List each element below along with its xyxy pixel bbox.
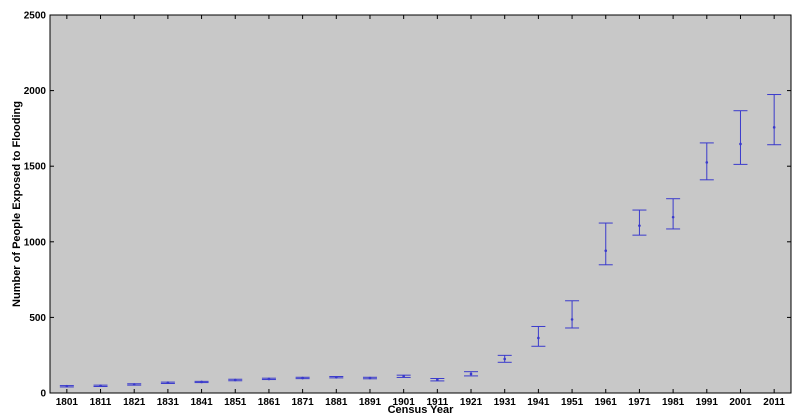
error-bar bbox=[733, 110, 748, 165]
error-bar bbox=[531, 325, 546, 347]
data-point bbox=[301, 376, 304, 380]
data-point bbox=[469, 372, 473, 376]
x-tick-label: 2001 bbox=[729, 397, 752, 408]
x-tick-label: 1891 bbox=[359, 397, 382, 408]
data-point bbox=[368, 376, 372, 380]
x-tick-label: 1861 bbox=[258, 397, 281, 408]
data-point bbox=[705, 161, 709, 164]
plot-area bbox=[49, 14, 792, 394]
y-tick-label: 0 bbox=[40, 389, 46, 400]
x-tick-label: 1821 bbox=[123, 397, 146, 408]
x-tick-label: 1831 bbox=[157, 397, 180, 408]
x-tick-label: 1991 bbox=[696, 397, 719, 408]
data-point bbox=[638, 224, 641, 227]
x-tick-label: 1921 bbox=[460, 397, 483, 408]
data-point bbox=[436, 378, 439, 381]
y-tick-label: 1500 bbox=[24, 162, 47, 173]
error-bar bbox=[666, 198, 681, 230]
x-tick-label: 1871 bbox=[291, 397, 314, 408]
data-point bbox=[671, 215, 675, 219]
x-tick-label: 1931 bbox=[494, 397, 517, 408]
y-tick-label: 1000 bbox=[24, 237, 47, 248]
data-point bbox=[772, 126, 776, 129]
x-tick-label: 1841 bbox=[190, 397, 213, 408]
x-tick-label: 1851 bbox=[224, 397, 247, 408]
x-tick-label: 1951 bbox=[561, 397, 584, 408]
data-point bbox=[166, 381, 170, 385]
error-bar bbox=[598, 222, 613, 266]
y-tick-label: 2500 bbox=[24, 11, 47, 22]
data-point bbox=[132, 383, 136, 386]
x-tick-label: 1981 bbox=[662, 397, 685, 408]
y-tick-label: 2000 bbox=[24, 86, 47, 97]
data-point bbox=[570, 318, 574, 321]
data-point bbox=[604, 249, 608, 253]
x-tick-label: 1941 bbox=[527, 397, 550, 408]
data-point bbox=[200, 380, 203, 384]
x-axis-title: Census Year bbox=[388, 404, 455, 416]
x-tick-label: 1881 bbox=[325, 397, 348, 408]
data-point bbox=[267, 377, 271, 381]
x-tick-label: 1961 bbox=[595, 397, 618, 408]
error-bar bbox=[767, 94, 782, 146]
data-point bbox=[334, 375, 338, 379]
x-tick-label: 2011 bbox=[763, 397, 785, 408]
data-series bbox=[59, 94, 782, 388]
x-axis: 1801 1811 1821 1831 1841 1851 1861 1871 1881 1891… bbox=[56, 15, 785, 408]
data-point bbox=[537, 336, 540, 340]
data-point bbox=[402, 374, 405, 378]
error-bar bbox=[632, 209, 647, 236]
data-point bbox=[65, 384, 69, 388]
data-point bbox=[503, 357, 507, 361]
data-point bbox=[99, 384, 102, 388]
x-tick-label: 1901 bbox=[393, 397, 416, 408]
y-tick-label: 500 bbox=[29, 313, 46, 324]
error-bar bbox=[565, 300, 580, 329]
x-tick-label: 1911 bbox=[426, 397, 448, 408]
x-tick-label: 1801 bbox=[56, 397, 79, 408]
data-point bbox=[739, 142, 742, 146]
data-point bbox=[233, 378, 237, 382]
y-axis-title: Number of People Exposed to Flooding bbox=[11, 101, 23, 307]
y-axis: 0 500 1000 1500 2000 2500 bbox=[24, 11, 791, 400]
x-tick-label: 1811 bbox=[90, 397, 112, 408]
x-tick-label: 1971 bbox=[628, 397, 651, 408]
